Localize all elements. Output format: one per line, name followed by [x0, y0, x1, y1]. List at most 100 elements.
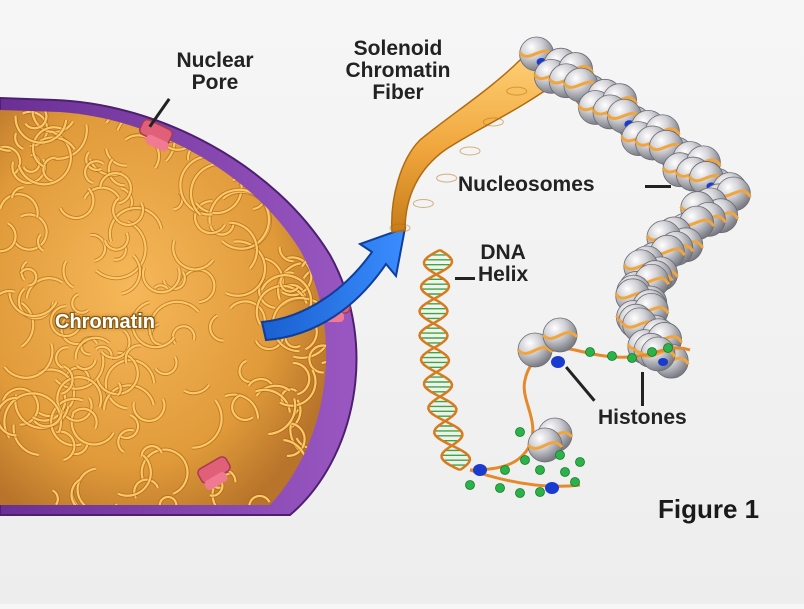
- histones-label: Histones: [598, 406, 687, 429]
- chromatin-loop: [55, 346, 69, 370]
- dna-bead: [663, 343, 673, 353]
- dna-bead: [570, 477, 580, 487]
- chromatin-loop: [172, 239, 215, 271]
- chromatin-loop: [70, 478, 99, 505]
- chromatin-loop: [19, 267, 38, 287]
- dna-bead: [585, 347, 595, 357]
- chromatin-loop: [327, 207, 334, 224]
- chromatin-loop: [116, 382, 122, 397]
- chromatin-loop: [76, 359, 97, 371]
- chromatin-loop: [148, 300, 200, 336]
- chromatin-loop: [279, 169, 298, 187]
- chromatin-loop: [11, 186, 24, 199]
- dna-bead: [465, 480, 475, 490]
- dna-bead: [560, 467, 570, 477]
- chromatin-loop: [14, 213, 48, 251]
- dna-wrap: [516, 346, 554, 355]
- chromatin-loop: [238, 359, 253, 384]
- chromatin-loop: [298, 119, 327, 151]
- chromatin-loop: [71, 407, 98, 430]
- chromatin-loop: [62, 260, 74, 289]
- helix-strand: [418, 248, 472, 472]
- chromatin-loop: [20, 301, 35, 348]
- chromatin-loop: [50, 305, 82, 338]
- chromatin-loop: [290, 399, 302, 429]
- chromatin-loop: [211, 472, 234, 505]
- dna-wrap: [541, 331, 579, 340]
- chromatin-loop: [108, 206, 163, 242]
- chromatin-loop: [56, 376, 103, 413]
- chromatin-loop: [192, 399, 223, 449]
- chromatin-loop: [140, 448, 189, 495]
- histone-marker: [658, 358, 669, 366]
- dna-helix-leader: [455, 277, 475, 280]
- chromatin-loop: [104, 359, 156, 410]
- chromatin-loop: [76, 467, 113, 505]
- chromatin-label: Chromatin: [55, 311, 155, 333]
- chromatin-loop: [3, 343, 54, 379]
- chromatin-loop: [96, 351, 139, 396]
- histone-marker: [551, 356, 565, 368]
- chromatin-loop: [8, 290, 58, 318]
- chromatin-loop: [14, 132, 24, 150]
- chromatin-loop: [154, 284, 169, 290]
- arrow-icon: [260, 226, 407, 342]
- chromatin-loop: [0, 222, 17, 253]
- dna-bead: [500, 465, 510, 475]
- dna-helix-label: DNA Helix: [478, 241, 529, 286]
- dna-bead: [515, 488, 525, 498]
- chromatin-loop: [231, 394, 254, 422]
- figure-caption: Figure 1: [658, 494, 760, 524]
- chromatin-loop: [112, 197, 145, 226]
- chromatin-loop: [0, 193, 39, 218]
- chromatin-loop: [60, 312, 87, 346]
- chromatin-loop: [298, 152, 326, 163]
- chromatin-loop: [193, 200, 226, 235]
- chromatin-loop: [83, 186, 120, 200]
- chromatin-loop: [140, 444, 163, 457]
- chromatin-loop: [36, 233, 45, 252]
- histone-marker: [545, 482, 559, 494]
- chromatin-loop: [56, 430, 76, 462]
- chromatin-loop: [25, 277, 64, 299]
- chromatin-loop: [209, 314, 224, 342]
- chromatin-loop: [0, 290, 16, 304]
- nucleosome-chain: [518, 36, 752, 379]
- nuclear-pore-top: [139, 118, 173, 152]
- nucleosomes-leader: [645, 185, 671, 188]
- dna-bead: [607, 351, 617, 361]
- chromatin-loop: [99, 172, 132, 205]
- chromatin-loop: [218, 112, 244, 130]
- histone-marker: [473, 464, 487, 476]
- chromatin-loop: [117, 428, 135, 453]
- dna-bead: [535, 465, 545, 475]
- chromatin-loop: [0, 396, 17, 437]
- chromatin-loop: [315, 110, 327, 124]
- dna-bead: [520, 455, 530, 465]
- chromatin-loop: [286, 422, 306, 457]
- chromatin-loop: [141, 267, 181, 294]
- chromatin-loop: [281, 256, 313, 297]
- chromatin-loop: [162, 271, 186, 291]
- chromatin-loop: [149, 323, 163, 346]
- chromatin-loop: [71, 293, 90, 314]
- dna-bead: [535, 487, 545, 497]
- chromatin-loop: [158, 495, 178, 505]
- chromatin-loop: [102, 384, 155, 410]
- chromatin-loop: [248, 494, 271, 505]
- chromatin-loop: [59, 187, 95, 220]
- chromatin-loop: [181, 268, 216, 304]
- chromatin-loop: [290, 163, 317, 177]
- chromatin-loop: [279, 271, 299, 293]
- chromatin-loop: [42, 156, 56, 182]
- chromatin-loop: [84, 160, 105, 185]
- chromatin-loop: [50, 397, 84, 447]
- chromatin-loop: [90, 233, 107, 262]
- chromatin-loop: [255, 284, 308, 326]
- chromatin-loop: [279, 369, 317, 407]
- dna-helix: [418, 248, 472, 472]
- chromatin-loop: [229, 300, 266, 327]
- chromatin-loop: [61, 364, 74, 395]
- chromatin-loop: [12, 424, 39, 456]
- chromatin-loop: [54, 124, 88, 160]
